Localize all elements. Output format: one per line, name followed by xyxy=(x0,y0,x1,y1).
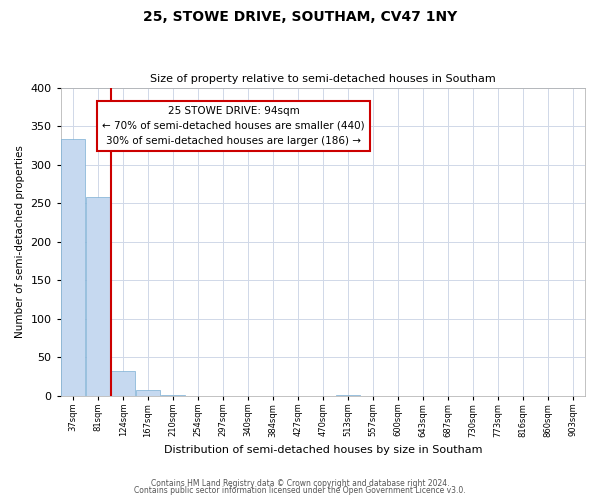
Bar xyxy=(136,390,160,396)
Title: Size of property relative to semi-detached houses in Southam: Size of property relative to semi-detach… xyxy=(150,74,496,84)
Text: Contains public sector information licensed under the Open Government Licence v3: Contains public sector information licen… xyxy=(134,486,466,495)
Bar xyxy=(336,395,359,396)
Y-axis label: Number of semi-detached properties: Number of semi-detached properties xyxy=(15,145,25,338)
X-axis label: Distribution of semi-detached houses by size in Southam: Distribution of semi-detached houses by … xyxy=(164,445,482,455)
Bar xyxy=(111,371,135,396)
Text: 25, STOWE DRIVE, SOUTHAM, CV47 1NY: 25, STOWE DRIVE, SOUTHAM, CV47 1NY xyxy=(143,10,457,24)
Bar xyxy=(161,395,185,396)
Bar xyxy=(86,197,110,396)
Text: 25 STOWE DRIVE: 94sqm
← 70% of semi-detached houses are smaller (440)
30% of sem: 25 STOWE DRIVE: 94sqm ← 70% of semi-deta… xyxy=(103,106,365,146)
Text: Contains HM Land Registry data © Crown copyright and database right 2024.: Contains HM Land Registry data © Crown c… xyxy=(151,478,449,488)
Bar xyxy=(61,139,85,396)
